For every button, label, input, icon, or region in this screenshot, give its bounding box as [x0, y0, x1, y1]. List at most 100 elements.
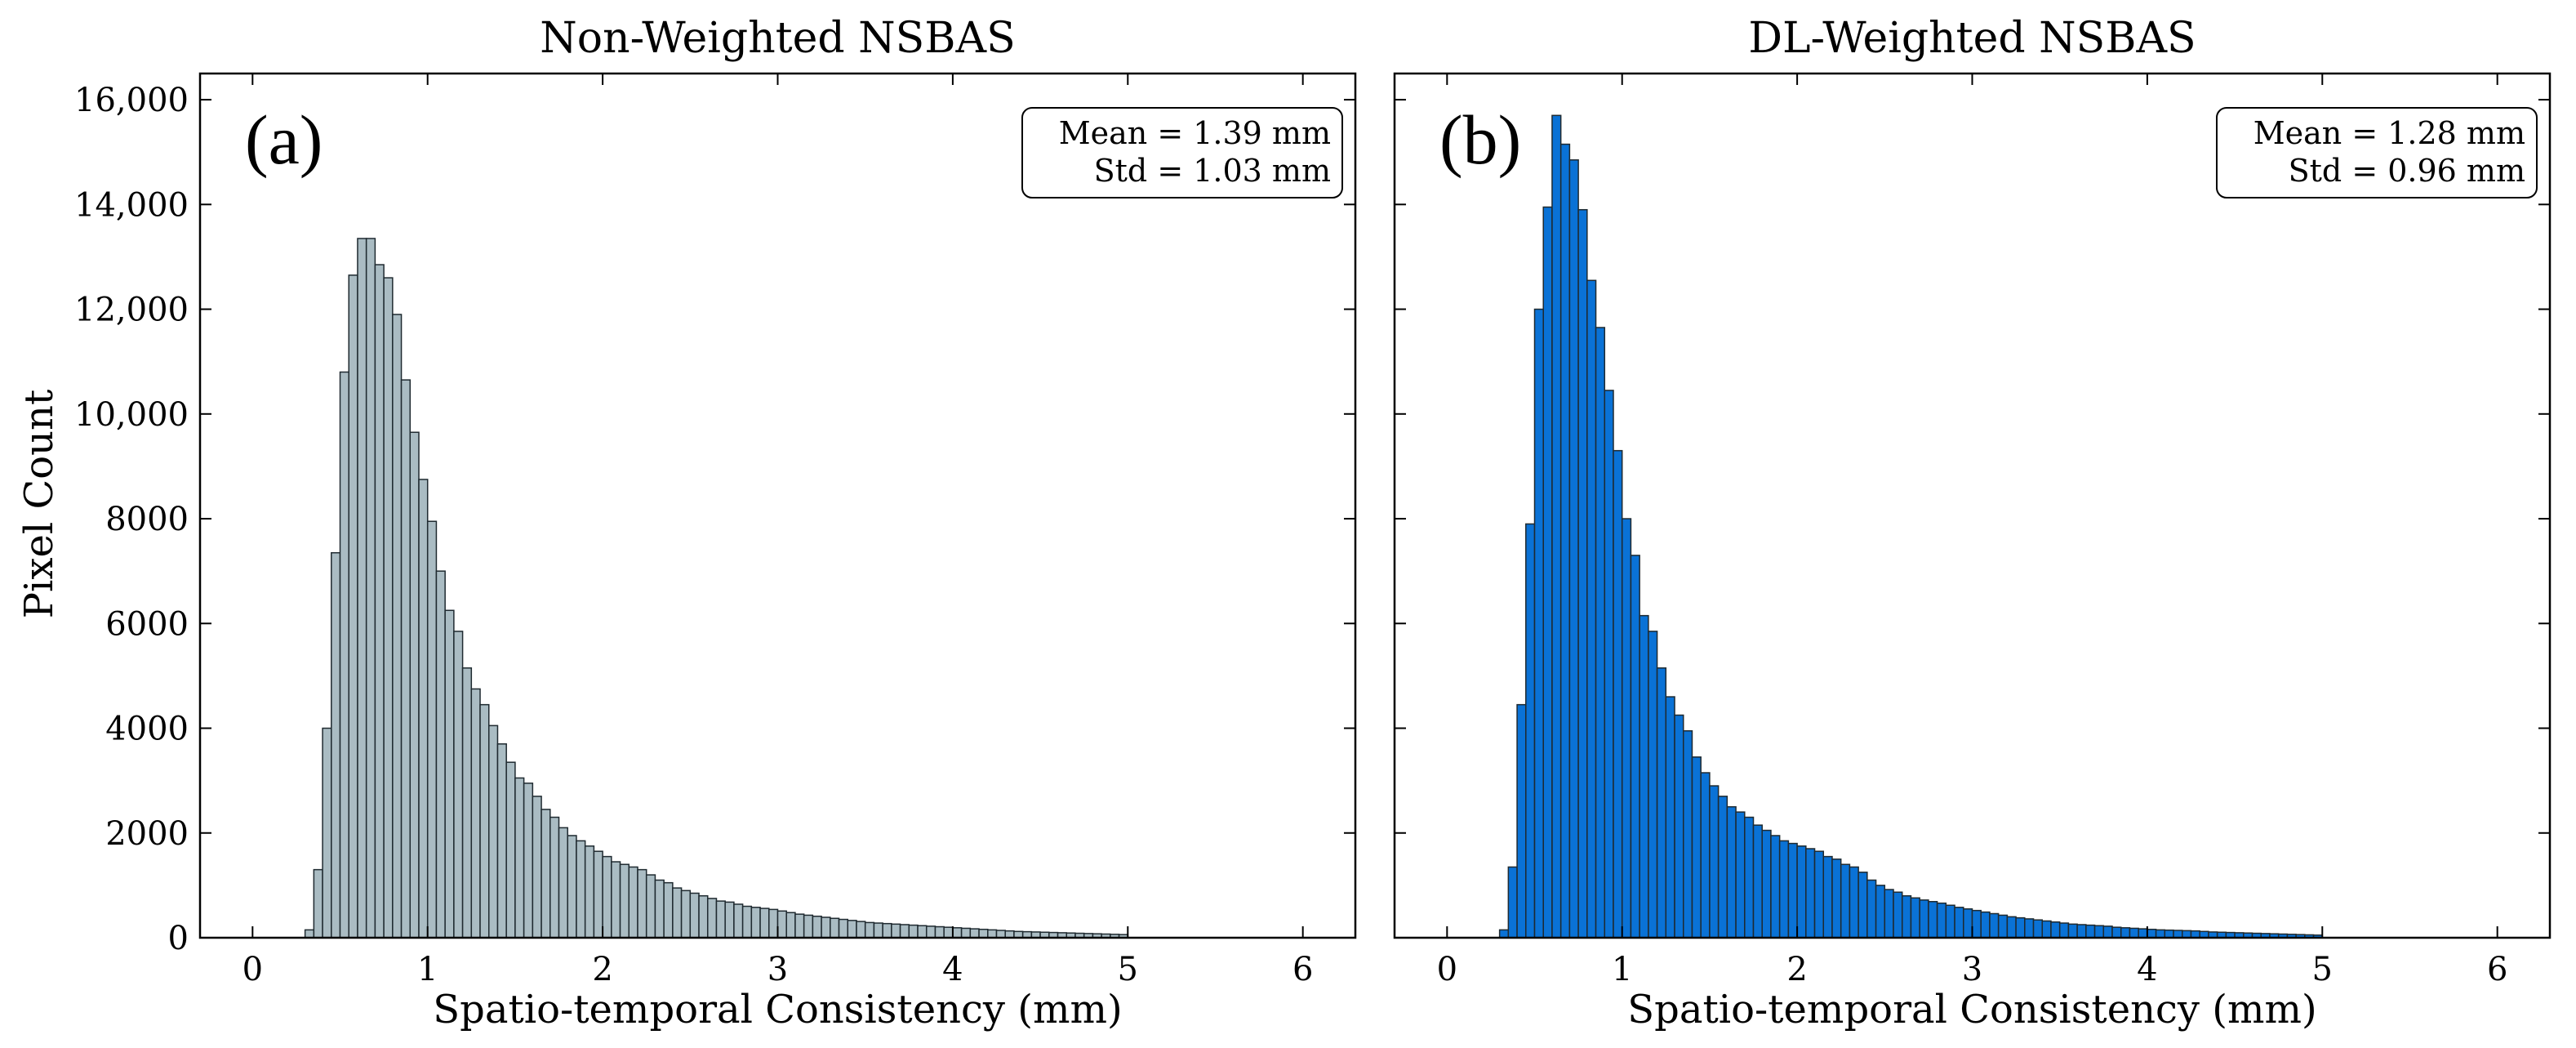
histogram-bar: [1709, 785, 1720, 939]
histogram-bar: [365, 238, 376, 939]
histogram-bar: [1648, 631, 1658, 939]
x-tick-label: 6: [2487, 951, 2507, 988]
histogram-bar: [1761, 829, 1772, 939]
histogram-bar: [444, 609, 455, 939]
histogram-bar: [1577, 208, 1588, 939]
histogram-bar: [689, 892, 700, 939]
histogram-bar: [856, 921, 866, 939]
histogram-bar: [934, 925, 945, 939]
histogram-bar: [1770, 835, 1781, 939]
histogram-bar: [794, 913, 805, 939]
histogram-bar: [2067, 923, 2078, 939]
histogram-bar: [750, 907, 761, 939]
histogram-bar: [663, 881, 674, 939]
panel-label: (a): [245, 100, 323, 179]
histogram-bar: [995, 930, 1006, 939]
histogram-bar: [812, 915, 822, 939]
y-tick-label: 6000: [105, 605, 189, 643]
histogram-bar: [1787, 842, 1798, 939]
histogram-bar: [1595, 327, 1606, 939]
histogram-bar: [776, 910, 787, 939]
histogram-bar: [1542, 206, 1553, 939]
y-axis-label: Pixel Count: [16, 390, 62, 618]
histogram-bar: [1717, 796, 1728, 939]
histogram-bar: [1568, 159, 1579, 939]
histogram-bar: [1683, 729, 1693, 939]
histogram-bar: [698, 894, 709, 939]
histogram-bar: [821, 916, 831, 939]
histogram-bar: [426, 520, 438, 939]
histogram-bar: [882, 922, 892, 939]
histogram-bar: [1919, 899, 1929, 939]
histogram-bar: [1963, 908, 1973, 939]
histogram-bar: [1516, 703, 1527, 939]
histogram-bar: [523, 783, 534, 939]
histogram-bar: [952, 927, 963, 939]
histogram-bar: [418, 479, 429, 939]
histogram-bar: [435, 570, 446, 939]
histogram-bar: [313, 868, 323, 939]
histogram-bar: [891, 923, 901, 939]
x-axis-label: Spatio-temporal Consistency (mm): [433, 987, 1123, 1032]
x-tick-label: 2: [592, 951, 612, 988]
histogram-bar: [331, 551, 341, 939]
histogram-bar: [925, 925, 937, 939]
panel-label: (b): [1439, 100, 1521, 179]
y-tick-label: 14,000: [74, 186, 189, 224]
x-tick-label: 0: [1437, 951, 1457, 988]
histogram-bar: [541, 809, 551, 939]
histogram-bar: [1726, 805, 1737, 939]
histogram-bar: [1630, 555, 1640, 939]
histogram-bar: [1875, 885, 1886, 939]
x-tick-label: 1: [1612, 951, 1632, 988]
histogram-bar: [2120, 927, 2131, 939]
histogram-bar: [567, 835, 577, 939]
x-tick-label: 6: [1292, 951, 1313, 988]
y-tick-label: 8000: [105, 501, 189, 538]
histogram-bar: [357, 238, 367, 939]
panel-b: 0 1 2 3 4 5 6 DL-Weighted NSBAS Spatio-temporal …: [1393, 14, 2552, 1032]
histogram-bar: [1980, 911, 1991, 939]
histogram-bar: [453, 631, 464, 939]
histogram-bar: [978, 928, 989, 939]
x-tick-label: 4: [2137, 951, 2157, 988]
histogram-bar: [1665, 696, 1675, 939]
histogram-bar: [1551, 114, 1562, 939]
stats-mean: Mean = 1.39 mm: [1059, 115, 1331, 151]
stats-std: Std = 1.03 mm: [1094, 153, 1331, 189]
histogram-bar: [1866, 879, 1877, 939]
x-tick-label: 3: [1962, 951, 1982, 988]
histogram-bar: [374, 264, 385, 939]
histogram-bar: [1533, 308, 1544, 939]
histogram-bar: [1004, 930, 1015, 939]
histogram-bar: [768, 908, 779, 939]
x-axis-label: Spatio-temporal Consistency (mm): [1627, 987, 2317, 1032]
histogram-bar: [830, 917, 840, 939]
histogram-bar: [505, 761, 516, 939]
histogram-bar: [1901, 894, 1912, 939]
histogram-bar: [2102, 925, 2113, 939]
histogram-bar: [1857, 872, 1868, 939]
histogram-bar: [2138, 928, 2148, 939]
histogram-bar: [1498, 929, 1510, 939]
histogram-bar: [873, 922, 883, 939]
histogram-bar: [864, 921, 875, 939]
histogram-bar: [1507, 866, 1518, 939]
histogram-bar: [2050, 921, 2061, 939]
histogram-bar: [654, 879, 665, 939]
histogram-bar: [1744, 816, 1755, 939]
histogram-bar: [1796, 845, 1807, 939]
histogram-bar: [2041, 920, 2052, 939]
histogram-bar: [488, 725, 499, 939]
histogram-bar: [1778, 840, 1790, 939]
y-tick-label: 2000: [105, 815, 189, 853]
histogram-bar: [1840, 863, 1851, 939]
histogram-bar: [628, 866, 638, 939]
x-tick-label: 0: [242, 951, 263, 988]
histogram-bar: [2076, 924, 2087, 939]
x-tick-label: 4: [942, 951, 963, 988]
histogram-bar: [1586, 279, 1597, 939]
histogram-bar: [803, 914, 814, 939]
histogram-bar: [1613, 449, 1623, 939]
